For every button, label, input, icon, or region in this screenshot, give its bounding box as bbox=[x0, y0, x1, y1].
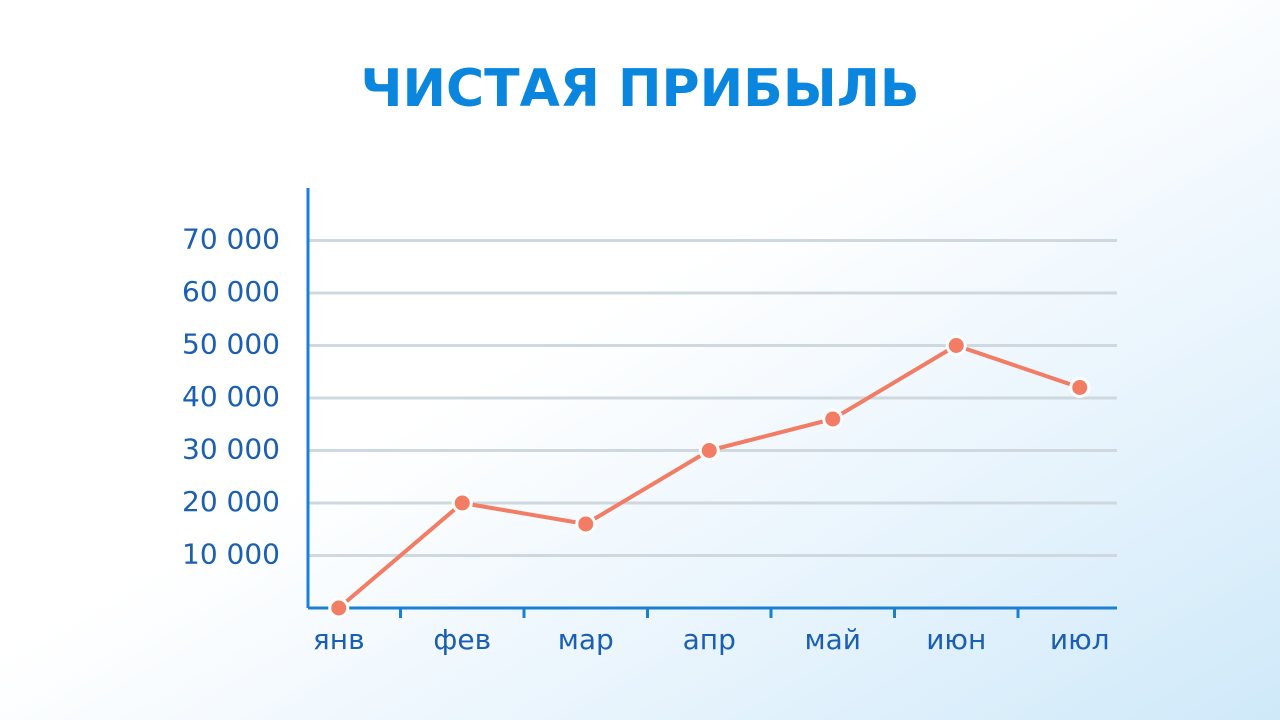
point bbox=[451, 492, 473, 514]
point bbox=[698, 440, 720, 461]
y-tick-label: 10 000 bbox=[182, 538, 280, 571]
y-tick-label: 30 000 bbox=[182, 433, 280, 466]
x-tick-label: янв bbox=[313, 623, 365, 656]
point bbox=[822, 408, 844, 430]
x-tick-label: апр bbox=[683, 623, 736, 656]
x-tick-label: июн bbox=[926, 623, 986, 656]
line bbox=[337, 343, 1081, 610]
point bbox=[575, 513, 597, 535]
y-tick-label: 40 000 bbox=[182, 380, 280, 413]
point bbox=[1069, 377, 1091, 398]
x-tick-label: фев bbox=[433, 623, 491, 656]
y-tick-label: 60 000 bbox=[182, 275, 280, 308]
x-tick-label: мар bbox=[558, 623, 614, 656]
y-tick-label: 70 000 bbox=[182, 223, 280, 256]
point bbox=[945, 335, 967, 356]
chart-title: ЧИСТАЯ ПРИБЫЛЬ bbox=[360, 59, 919, 119]
x-tick-label: май bbox=[805, 623, 861, 656]
x-tick-label: июл bbox=[1050, 623, 1110, 656]
point bbox=[328, 597, 350, 619]
y-tick-label: 20 000 bbox=[182, 485, 280, 518]
y-tick-label: 50 000 bbox=[182, 328, 280, 361]
